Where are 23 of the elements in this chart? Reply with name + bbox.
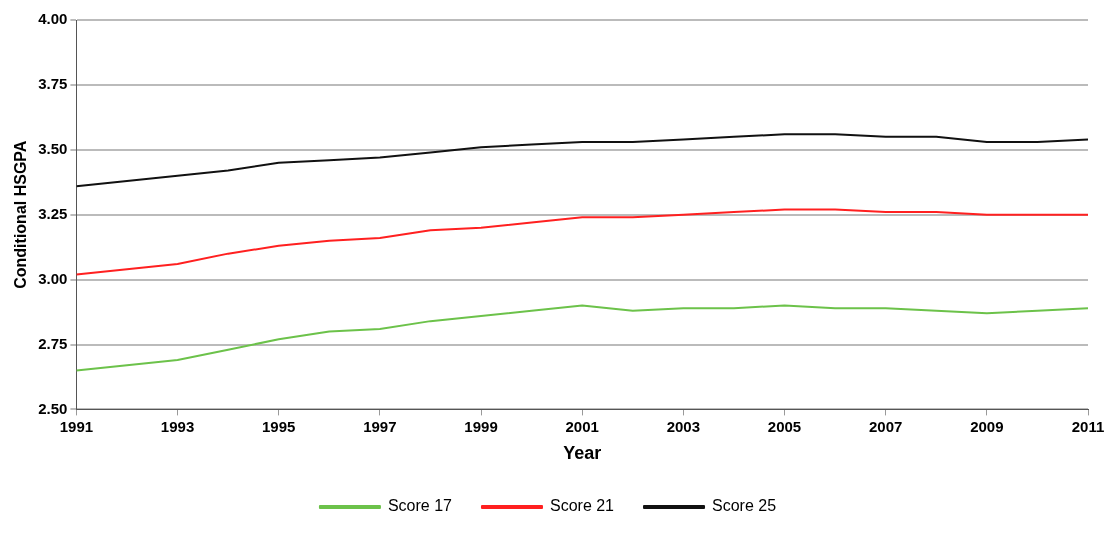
y-tick-label: 3.25 [38,204,68,222]
legend-label: Score 21 [549,497,615,515]
x-tick-label: 1995 [262,417,296,435]
y-tick-label: 4.00 [38,10,68,28]
y-tick-label: 3.50 [38,139,68,157]
y-tick-label: 3.75 [38,75,68,93]
x-tick-label: 1991 [59,417,94,435]
x-tick-label: 2001 [565,417,599,435]
x-tick-label: 2009 [970,417,1004,435]
x-tick-label: 1999 [464,417,498,435]
y-tick-label: 2.75 [38,334,68,352]
y-axis-title: Conditional HSGPA [12,140,30,289]
x-tick-label: 2005 [767,417,802,435]
y-tick-label: 3.00 [38,269,68,287]
x-tick-label: 1993 [160,417,195,435]
legend-label: Score 25 [712,497,777,515]
x-tick-label: 1997 [363,417,397,435]
x-tick-label: 2003 [666,417,701,435]
x-tick-label: 2011 [1071,417,1105,435]
x-tick-label: 2007 [868,417,903,435]
legend-label: Score 17 [387,497,453,515]
y-tick-label: 2.50 [38,399,68,417]
x-axis-title: Year [563,443,602,464]
